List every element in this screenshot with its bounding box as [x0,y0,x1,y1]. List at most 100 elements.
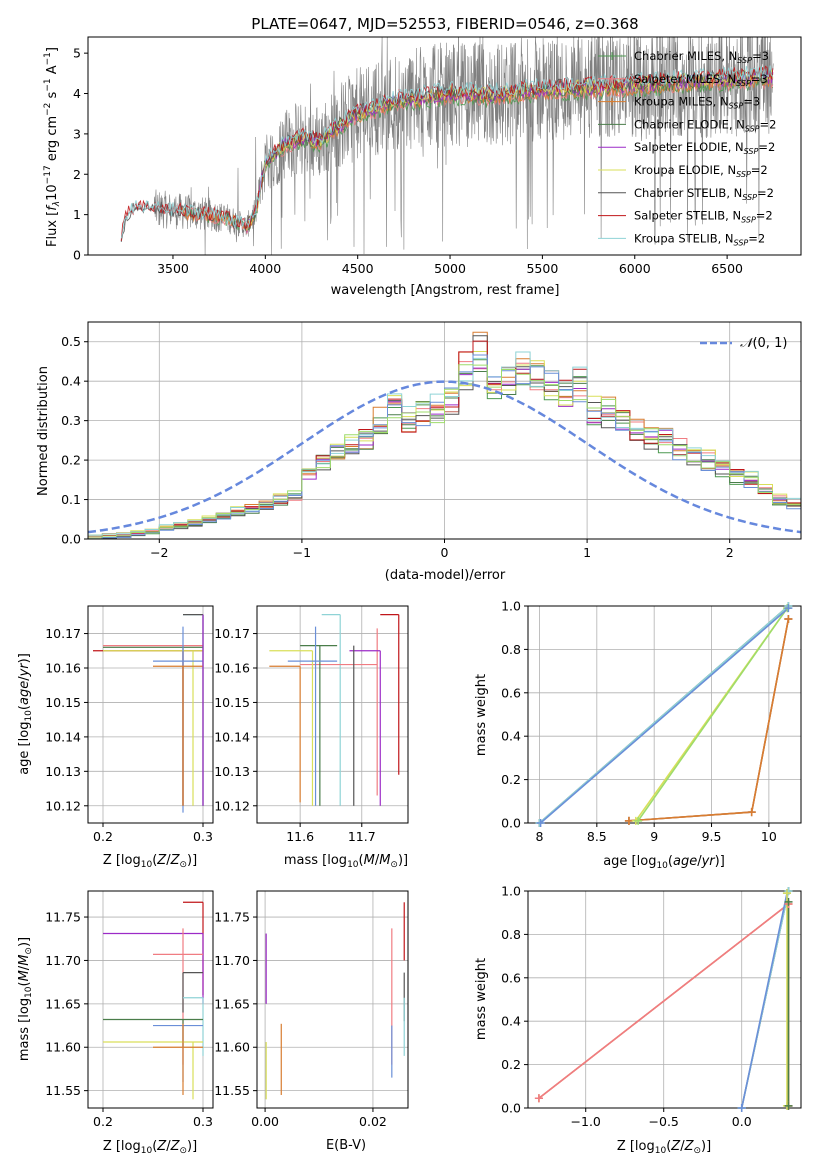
legend-marker: + [607,49,617,63]
mass_vs_EBV-ytick-label: 11.70 [214,953,250,968]
residuals-xtick-label: 0 [441,545,449,560]
weight_vs_Z-ytick-label: 0.6 [501,970,521,985]
age_vs_Z-data-layer [93,614,204,813]
age-vs-z-panel: 0.2 0.3 10.12 10.13 10.14 10.15 10.16 10.17 Z [… [17,605,214,870]
legend-label: Kroupa ELODIE, NSSP=2 [634,163,768,179]
mass_vs_EBV-ytick-label: 11.75 [214,910,250,925]
mass_vs_EBV-ytick-label: 11.65 [214,996,250,1011]
weight-marker [747,808,756,817]
spectrum-xtick-label: 6500 [711,261,743,276]
weight-vs-z-ylabel: mass weight [474,958,489,1040]
mass_vs_Z-ytick-label: 11.70 [45,953,81,968]
age_vs_mass-ytick-label: 10.12 [214,798,250,813]
weight_vs_Z-ytick-label: 0.8 [501,927,521,942]
residuals-xtick-label: −1 [293,545,311,560]
spectrum-xtick-label: 5000 [434,261,466,276]
residuals-xtick-label: 1 [583,545,591,560]
age_vs_Z-xtick-label: 0.2 [93,829,113,844]
age_vs_mass-ytick-label: 10.17 [214,626,250,641]
weight-marker [782,889,791,898]
mass_vs_Z-ytick-label: 11.60 [45,1040,81,1055]
weight-marker [737,1104,746,1112]
spectrum-ylabel: Flux [fλ10−17 erg cm−2 s−1 A−1] [43,47,62,247]
weight_vs_age-data-layer [538,606,790,823]
residuals-ytick-label: 0.0 [61,532,81,547]
weight-vs-age-ylabel: mass weight [474,674,489,756]
age_vs_mass-frame [256,605,409,824]
spectrum-ytick-label: 0 [73,248,81,263]
weight-marker [534,1094,543,1103]
spectrum-frame [87,36,802,256]
mass-vs-ebv-xlabel: E(B-V) [326,1138,366,1153]
age-vs-z-ylabel: age [log10(age/yr)] [17,653,34,775]
legend-marker: + [607,72,617,86]
mass_vs_EBV-xtick-label: 0.00 [251,1114,279,1129]
age_vs_Z-xtick-label: 0.3 [193,829,213,844]
weight_vs_age-xtick-label: 9 [650,829,658,844]
mass-vs-ebv-panel: 0.00 0.02 11.55 11.60 11.65 11.70 11.75 E(B-V) [214,890,409,1153]
mass_vs_Z-data-layer [103,901,204,1100]
weight-vs-age-plot-area: 8 8.5 9 9.5 10 0.0 0.2 0.4 0.6 0.8 1.0 [501,599,802,844]
age-vs-mass-panel: 11.6 11.7 10.12 10.13 10.14 10.15 10.16 10.17 m… [214,605,409,870]
spectrum-xtick-label: 3500 [157,261,189,276]
model-spectrum-line [246,70,774,233]
weight-line [637,607,788,822]
mass_vs_EBV-xtick-label: 0.02 [359,1114,387,1129]
weight-marker [536,819,545,827]
weight_vs_age-ytick-label: 0.4 [501,729,521,744]
weight_vs_Z-ytick-label: 1.0 [501,884,521,899]
spectrum-xtick-label: 5500 [526,261,558,276]
age_vs_Z-ytick-label: 10.16 [45,661,81,676]
spectrum-data-layer [120,37,774,255]
age-vs-mass-plot-area: 11.6 11.7 10.12 10.13 10.14 10.15 10.16 10.17 [214,605,409,844]
mass-vs-ebv-plot-area: 0.00 0.02 11.55 11.60 11.65 11.70 11.75 [214,890,409,1129]
age-vs-z-xlabel: Z [log10(Z/Z⊙)] [103,853,197,870]
spectrum-ytick-label: 4 [73,86,81,101]
weight_vs_age-ytick-label: 0.8 [501,642,521,657]
mass-vs-z-plot-area: 0.2 0.3 11.55 11.60 11.65 11.70 11.75 [45,890,214,1129]
residuals-ytick-label: 0.4 [61,374,81,389]
residuals-ylabel: Normed distribution [36,366,51,496]
age_vs_mass-ytick-label: 10.13 [214,764,250,779]
weight_vs_Z-ytick-label: 0.4 [501,1014,521,1029]
weight_vs_age-xtick-label: 9.5 [702,829,722,844]
weight_vs_age-ytick-label: 0.0 [501,816,521,831]
age_vs_Z-ytick-label: 10.13 [45,764,81,779]
mass_vs_EBV-data-layer [265,902,405,1100]
age_vs_mass-ytick-label: 10.15 [214,695,250,710]
residuals-xtick-label: −2 [150,545,168,560]
mass_vs_EBV-ytick-label: 11.55 [214,1083,250,1098]
normal-legend-label: 𝒩(0, 1) [740,336,787,351]
age_vs_mass-data-layer [269,614,400,806]
residuals-ytick-label: 0.5 [61,334,81,349]
weight_vs_age-xtick-label: 8.5 [587,829,607,844]
residuals-xlabel: (data-model)/error [385,568,506,583]
age-vs-mass-xlabel: mass [log10(M/M⊙)] [284,853,408,870]
age_vs_mass-xtick-label: 11.6 [286,829,314,844]
mass_vs_Z-xtick-label: 0.3 [193,1114,213,1129]
weight_vs_Z-xtick-label: 0.0 [732,1114,752,1129]
spectrum-ytick-label: 1 [73,207,81,222]
residuals-ytick-label: 0.3 [61,413,81,428]
weight-marker [784,615,793,624]
residuals-data-layer [88,331,801,539]
residual-histogram [88,364,801,539]
model-spectrum-line [120,65,774,239]
legend-marker: + [607,95,617,109]
spectrum-xtick-label: 6000 [619,261,651,276]
residuals-xtick-label: 2 [726,545,734,560]
legend-label: Salpeter MILES, NSSP=3 [634,72,768,88]
mass_vs_EBV-ytick-label: 11.60 [214,1040,250,1055]
weight_vs_age-xtick-label: 8 [535,829,543,844]
mass_vs_EBV-frame [256,890,409,1109]
model-spectrum-line [120,65,774,242]
weight-marker [624,816,633,825]
age_vs_Z-ytick-label: 10.17 [45,626,81,641]
mass-vs-z-xlabel: Z [log10(Z/Z⊙)] [103,1139,197,1156]
weight-line [740,893,788,1108]
age_vs_Z-ytick-label: 10.12 [45,798,81,813]
weight_vs_Z-ytick-label: 0.0 [501,1101,521,1116]
age_vs_mass-ytick-label: 10.16 [214,661,250,676]
mass_vs_Z-ytick-label: 11.65 [45,996,81,1011]
mass_vs_Z-ytick-label: 11.55 [45,1083,81,1098]
